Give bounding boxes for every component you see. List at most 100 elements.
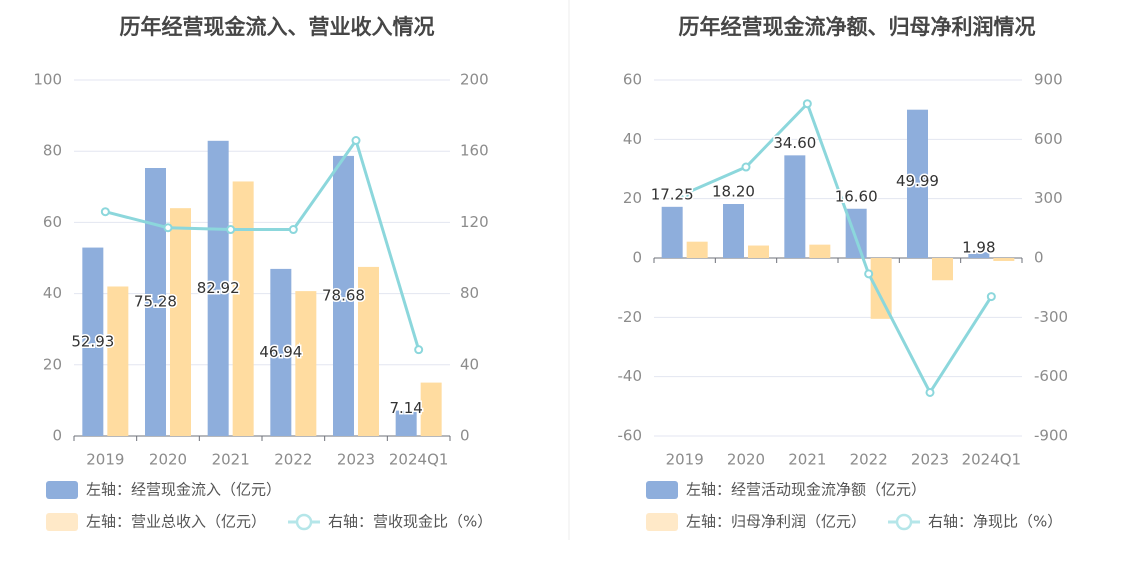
- left-axis-tick-label: 0: [52, 427, 62, 445]
- bar-secondary: [170, 208, 191, 436]
- right-axis-tick-label: 300: [1034, 189, 1063, 207]
- chart-title: 历年经营现金流净额、归母净利润情况: [679, 15, 1036, 39]
- line-point: [351, 136, 361, 146]
- x-axis-tick-label: 2024Q1: [962, 451, 1022, 469]
- left-axis-tick-label: 100: [33, 71, 62, 89]
- right-axis-tick-label: -900: [1034, 427, 1068, 445]
- line-point: [100, 207, 110, 217]
- bar-secondary: [420, 382, 442, 436]
- bar-data-label: 52.93: [71, 332, 114, 350]
- chart-title: 历年经营现金流入、营业收入情况: [120, 15, 435, 39]
- line-point: [288, 225, 298, 235]
- bar-data-label: 18.20: [712, 183, 755, 201]
- left-axis-tick-label: 20: [43, 355, 62, 373]
- legend-swatch[interactable]: [646, 481, 678, 499]
- left-axis-tick-label: 40: [623, 130, 642, 148]
- line-point: [226, 225, 236, 235]
- bar-data-label: 17.25: [651, 185, 694, 203]
- x-axis-tick-label: 2020: [149, 451, 187, 469]
- legend-swatch[interactable]: [46, 513, 78, 531]
- x-axis-tick-label: 2023: [337, 451, 375, 469]
- left-axis-tick-label: 60: [623, 71, 642, 89]
- left-axis-tick-label: 0: [632, 249, 642, 267]
- x-axis-tick-label: 2019: [666, 451, 704, 469]
- x-axis-tick-label: 2021: [788, 451, 826, 469]
- legend-label[interactable]: 右轴：营收现金比（%）: [328, 513, 492, 531]
- x-axis-tick-label: 2022: [274, 451, 312, 469]
- legend-label[interactable]: 左轴：营业总收入（亿元）: [86, 513, 266, 531]
- bar-secondary: [809, 244, 831, 258]
- left-axis-tick-label: -20: [618, 308, 643, 326]
- legend-marker[interactable]: [895, 513, 913, 531]
- right-axis-tick-label: -600: [1034, 367, 1068, 385]
- right-axis-tick-label: 40: [460, 355, 479, 373]
- bar-primary: [661, 206, 683, 258]
- right-axis-tick-label: 160: [460, 142, 489, 160]
- bar-primary: [907, 109, 928, 258]
- bar-secondary: [870, 258, 892, 319]
- x-axis-tick-label: 2023: [911, 451, 949, 469]
- bar-data-label: 34.60: [773, 134, 816, 152]
- right-axis-tick-label: 900: [1034, 71, 1063, 89]
- bar-primary: [333, 155, 354, 436]
- line-point: [163, 223, 173, 233]
- legend-marker[interactable]: [295, 513, 313, 531]
- bar-primary: [270, 268, 292, 436]
- bar-data-label: 49.99: [896, 172, 939, 190]
- bar-data-label: 75.28: [134, 293, 177, 311]
- ratio-line: [684, 102, 993, 394]
- bar-data-label: 1.98: [962, 239, 995, 257]
- bar-secondary: [993, 258, 1015, 261]
- left-axis-tick-label: -40: [618, 367, 643, 385]
- line-point: [864, 269, 874, 279]
- legend-swatch[interactable]: [46, 481, 78, 499]
- bar-secondary: [686, 241, 708, 258]
- bar-primary: [723, 204, 744, 258]
- bar-data-label: 7.14: [389, 399, 422, 417]
- right-axis-tick-label: 0: [1034, 249, 1044, 267]
- right-axis-tick-label: 600: [1034, 130, 1063, 148]
- legend: 左轴：经营现金流入（亿元） 左轴：营业总收入（亿元） 右轴：营收现金比（%）: [46, 481, 492, 531]
- bar-secondary: [932, 258, 953, 281]
- line-point: [925, 387, 935, 397]
- bar-secondary: [232, 181, 254, 436]
- left-axis-tick-label: 60: [43, 213, 62, 231]
- x-axis-tick-label: 2021: [212, 451, 250, 469]
- line-point: [680, 189, 690, 199]
- legend-label[interactable]: 左轴：归母净利润（亿元）: [686, 513, 866, 531]
- left-axis-tick-label: 80: [43, 142, 62, 160]
- bar-data-label: 78.68: [322, 286, 365, 304]
- line-point: [986, 292, 996, 302]
- right-axis-tick-label: 120: [460, 213, 489, 231]
- right-axis-tick-label: -300: [1034, 308, 1068, 326]
- line-point: [741, 162, 751, 172]
- bar-primary: [968, 252, 990, 258]
- right-axis-tick-label: 200: [460, 71, 489, 89]
- bar-secondary: [358, 266, 379, 436]
- chart-1: 历年经营现金流入、营业收入情况 0 20 40 60 80 100 0 40 80 120 160 20…: [33, 15, 492, 531]
- left-axis-tick-label: 40: [43, 284, 62, 302]
- bar-data-label: 82.92: [197, 279, 240, 297]
- bar-primary: [207, 140, 229, 436]
- legend-label[interactable]: 左轴：经营活动现金流净额（亿元）: [686, 481, 926, 499]
- x-axis-tick-label: 2024Q1: [389, 451, 449, 469]
- bar-primary: [145, 168, 166, 436]
- bar-secondary: [295, 291, 317, 436]
- bar-data-label: 46.94: [259, 343, 302, 361]
- bar-primary: [82, 247, 104, 436]
- legend-swatch[interactable]: [646, 513, 678, 531]
- ratio-line: [104, 139, 421, 351]
- x-axis-tick-label: 2020: [727, 451, 765, 469]
- legend-label[interactable]: 右轴：净现比（%）: [928, 513, 1062, 531]
- legend: 左轴：经营活动现金流净额（亿元） 左轴：归母净利润（亿元） 右轴：净现比（%）: [646, 481, 1062, 531]
- x-axis-tick-label: 2022: [850, 451, 888, 469]
- legend-label[interactable]: 左轴：经营现金流入（亿元）: [86, 481, 281, 499]
- bar-primary: [395, 410, 417, 436]
- left-axis-tick-label: 20: [623, 189, 642, 207]
- x-axis-tick-label: 2019: [86, 451, 124, 469]
- right-axis-tick-label: 0: [460, 427, 470, 445]
- line-point: [802, 99, 812, 109]
- line-point: [414, 345, 424, 355]
